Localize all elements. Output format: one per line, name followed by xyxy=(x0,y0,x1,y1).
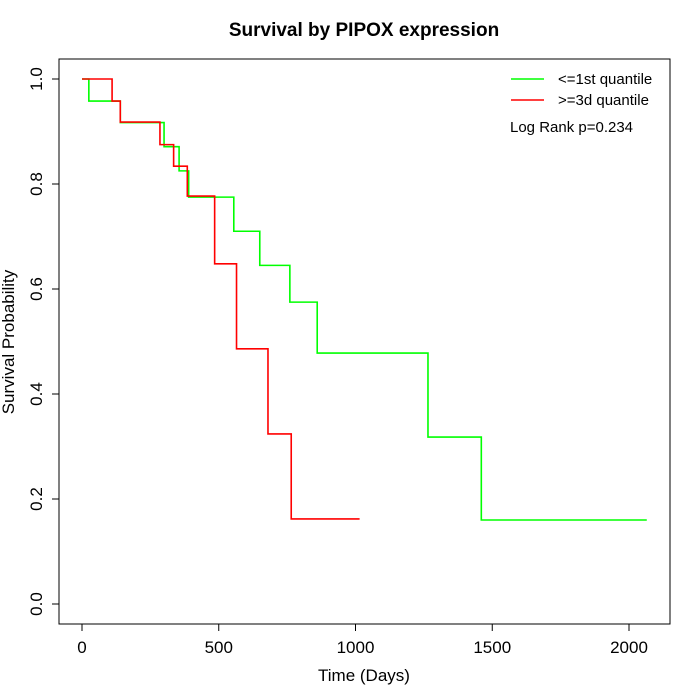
log-rank-annotation: Log Rank p=0.234 xyxy=(510,119,633,136)
y-axis: 0.0 0.2 0.4 0.6 0.8 1.0 xyxy=(27,67,60,616)
x-tick-label: 1500 xyxy=(473,638,511,657)
x-axis-label: Time (Days) xyxy=(318,666,410,685)
legend-label-0: <=1st quantile xyxy=(558,71,652,88)
y-tick-label: 0.0 xyxy=(27,592,46,616)
y-tick-label: 0.6 xyxy=(27,277,46,301)
legend: <=1st quantile >=3d quantile xyxy=(511,71,652,109)
y-tick-label: 0.4 xyxy=(27,382,46,406)
x-tick-label: 0 xyxy=(77,638,86,657)
y-tick-label: 0.8 xyxy=(27,172,46,196)
y-axis-label: Survival Probability xyxy=(0,269,18,414)
x-tick-label: 1000 xyxy=(337,638,375,657)
chart-title: Survival by PIPOX expression xyxy=(229,20,499,41)
y-tick-label: 1.0 xyxy=(27,67,46,91)
x-tick-label: 500 xyxy=(205,638,233,657)
series-line-1 xyxy=(82,78,360,520)
legend-label-1: >=3d quantile xyxy=(558,92,649,109)
series-group xyxy=(82,78,647,521)
x-axis: 0 500 1000 1500 2000 xyxy=(77,623,648,657)
plot-frame xyxy=(58,58,671,625)
x-tick-label: 2000 xyxy=(610,638,648,657)
y-tick-label: 0.2 xyxy=(27,487,46,511)
